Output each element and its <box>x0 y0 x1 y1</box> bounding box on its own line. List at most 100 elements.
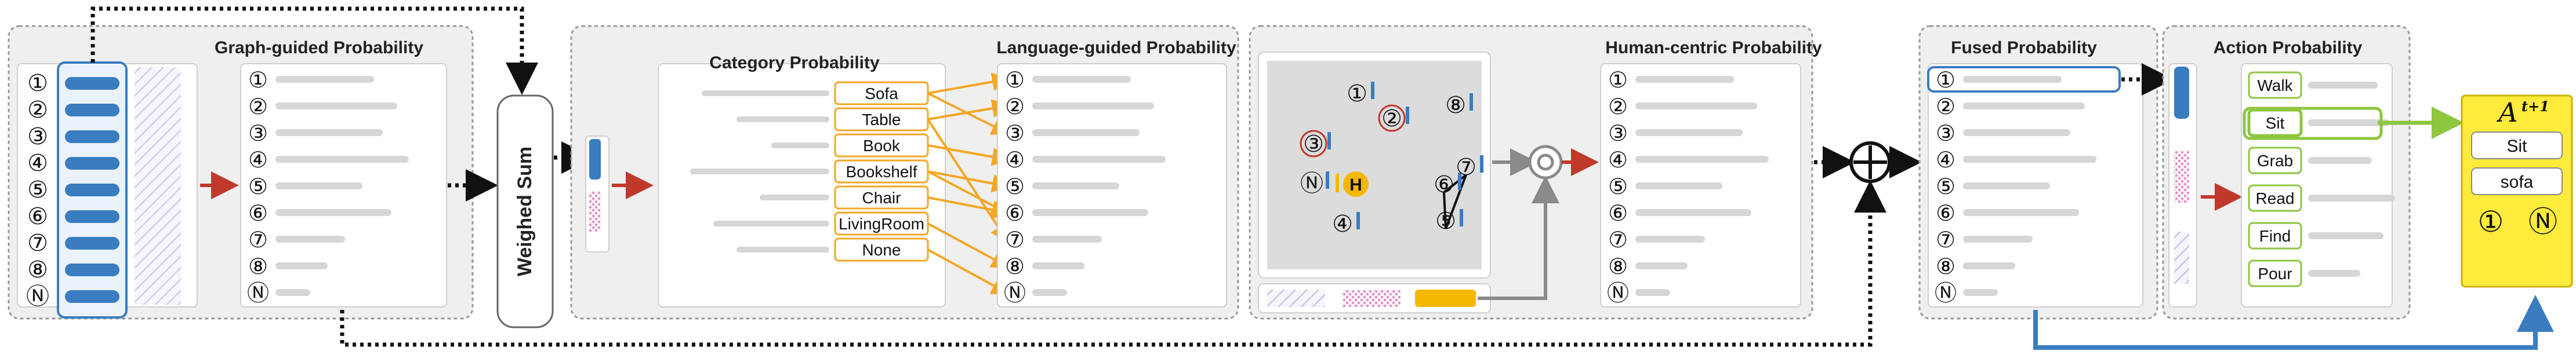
scene-edge <box>1445 174 1467 229</box>
plus-circle-icon <box>1849 141 1891 183</box>
category-label-box <box>834 133 929 158</box>
fused-to-output-arrow <box>2033 295 2554 350</box>
action-label-box <box>2248 71 2302 99</box>
action-label-box <box>2248 222 2302 250</box>
scene-edge <box>1443 174 1467 193</box>
graph-embedding-bar <box>65 264 119 276</box>
category-link-arrow <box>927 196 1011 220</box>
category-object-links <box>927 72 1011 295</box>
output-id-1: ① <box>2478 205 2504 239</box>
fused-output-numeral: ① <box>1936 67 1955 93</box>
human-output-numeral: ⑦ <box>1608 227 1628 253</box>
language-blue-feature <box>589 139 601 180</box>
graph-output-score-bar <box>275 76 374 83</box>
human-output-numeral: ② <box>1608 94 1628 119</box>
category-label-box <box>834 237 929 262</box>
fused-output-numeral: ④ <box>1936 147 1955 173</box>
graph-output-score-bar <box>275 262 328 269</box>
language-output-numeral: ② <box>1005 94 1025 119</box>
category-label-box <box>834 185 929 210</box>
scene-node-marker <box>1460 209 1463 226</box>
language-output-numeral: ③ <box>1005 120 1025 146</box>
action-label-box <box>2248 259 2302 287</box>
graph-embedding-bar <box>65 130 119 143</box>
category-score-bar <box>736 116 829 122</box>
action-label: Pour <box>2258 265 2292 283</box>
scene-node: ⑤ <box>1435 208 1456 235</box>
graph-output-score-bar <box>275 156 409 163</box>
human-output-numeral: ④ <box>1608 147 1628 173</box>
graph-node-numeral: ⑤ <box>27 177 48 203</box>
human-output-score-bar <box>1635 182 1722 189</box>
graph-output-numeral: ③ <box>248 120 268 146</box>
graph-embedding-bar <box>65 237 119 250</box>
scene-node-marker <box>1458 173 1461 190</box>
output-object-label: sofa <box>2501 173 2534 192</box>
graph-node-numeral: ① <box>27 70 48 97</box>
language-output-score-bar <box>1032 209 1148 216</box>
graph-output-numeral: ④ <box>248 147 268 173</box>
fused-output-score-bar <box>1963 289 1998 296</box>
category-label-box <box>834 107 929 131</box>
action-score-bar <box>2308 119 2389 126</box>
output-action-box <box>2471 131 2563 159</box>
action-label: Read <box>2256 189 2295 207</box>
fused-output-numeral: ② <box>1936 94 1955 119</box>
scene-node-marker <box>1406 107 1409 124</box>
language-output-score-bar <box>1032 103 1154 109</box>
fused-output-numeral: ⑤ <box>1936 174 1955 199</box>
language-output-numeral: ⑧ <box>1005 254 1025 279</box>
graph-node-numeral: Ⓝ <box>26 283 49 310</box>
human-output-numeral: ⑤ <box>1608 174 1628 199</box>
weighted-sum-label: Weighed Sum <box>514 147 536 276</box>
human-panel-title: Human-centric Probability <box>1605 38 1822 57</box>
human-output-score-bar <box>1635 209 1751 216</box>
language-panel-title: Language-guided Probability <box>996 38 1236 57</box>
scene-node: ② <box>1381 105 1402 132</box>
graph-to-sum-top-connector <box>90 6 538 95</box>
scene-node: ③ <box>1303 131 1324 158</box>
graph-node-numeral: ③ <box>27 123 48 150</box>
category-link-arrow <box>927 222 1011 268</box>
category-label: Chair <box>862 189 901 207</box>
category-panel-title: Category Probability <box>709 53 880 72</box>
category-link-arrow <box>927 248 1011 295</box>
graph-output-score-bar <box>275 209 391 216</box>
language-output-score-bar <box>1032 262 1084 269</box>
action-score-bar <box>2308 270 2360 277</box>
fused-panel-title: Fused Probability <box>1951 38 2097 57</box>
weighted-sum-box <box>496 94 554 328</box>
action-panel-title: Action Probability <box>2214 38 2363 57</box>
category-label: LivingRoom <box>839 215 924 233</box>
weighted-sum-block: Weighed Sum <box>496 94 554 328</box>
human-pink-feature <box>1343 290 1401 307</box>
action-label: Grab <box>2257 152 2293 170</box>
action-score-bar <box>2308 232 2383 239</box>
scene-node: ④ <box>1332 211 1353 237</box>
action-panel: Action Probability Walk Sit Grab Read Find Po… <box>2162 25 2411 320</box>
scene-node: ⑥ <box>1434 171 1454 198</box>
fused-output-score-bar <box>1963 129 2070 136</box>
action-output-list: Walk Sit Grab Read Find Pour <box>2243 71 2395 287</box>
action-label-box <box>2248 147 2302 174</box>
graph-node-numeral: ④ <box>27 150 48 177</box>
scene-node-marker <box>1327 132 1331 149</box>
human-output-score-bar <box>1635 262 1688 269</box>
graph-panel-title: Graph-guided Probability <box>215 38 423 57</box>
category-score-bar <box>690 169 829 174</box>
action-score-bar <box>2308 157 2372 164</box>
action-blue-feature <box>2174 67 2189 119</box>
fused-output-score-bar <box>1963 76 2062 83</box>
output-action-label: Sit <box>2506 137 2527 156</box>
fused-output-score-bar <box>1963 103 2085 109</box>
graph-embedding-bar <box>65 157 119 170</box>
graph-output-numeral: ⑦ <box>248 227 268 253</box>
action-score-bar <box>2308 195 2395 202</box>
category-label: Table <box>862 111 901 129</box>
category-label: Sofa <box>865 85 898 103</box>
language-output-score-bar <box>1032 156 1166 163</box>
language-output-numeral: ① <box>1005 67 1025 93</box>
